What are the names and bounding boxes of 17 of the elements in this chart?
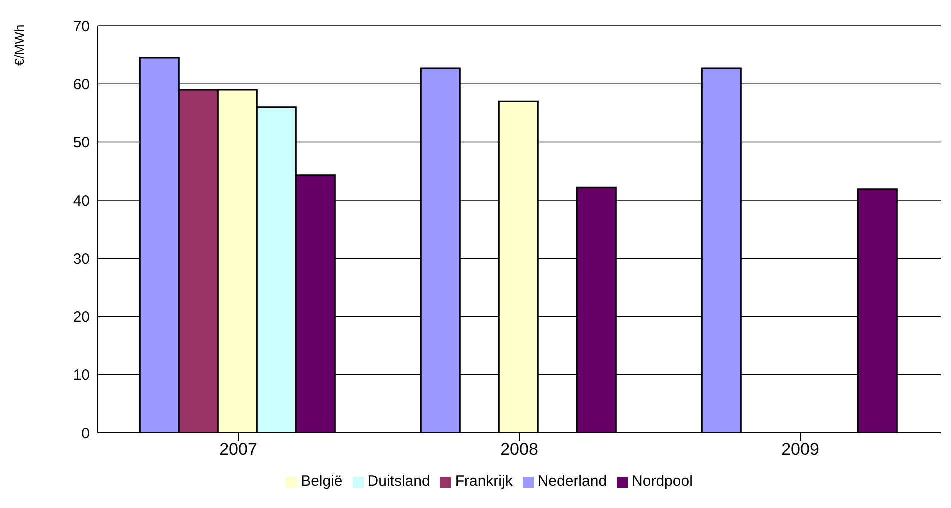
y-tick-label: 10 [73, 367, 90, 384]
legend-label: Nederland [538, 473, 608, 490]
y-tick-label: 50 [73, 134, 90, 152]
legend-label: Frankrijk [455, 473, 513, 490]
y-tick-label: 30 [73, 250, 90, 268]
x-tick-label: 2008 [500, 440, 538, 460]
x-tick-label: 2009 [782, 440, 820, 460]
y-tick-label: 20 [73, 309, 90, 326]
x-tick-label: 2007 [220, 440, 258, 460]
legend-label: Duitsland [368, 473, 430, 490]
y-axis-title: €/MWh [12, 24, 27, 66]
y-tick-label: 60 [73, 76, 90, 94]
y-tick-label: 70 [73, 18, 90, 36]
legend-label: België [301, 473, 343, 490]
y-tick-label: 0 [82, 425, 90, 442]
y-tick-label: 40 [73, 192, 90, 210]
legend-label: Nordpool [632, 473, 693, 490]
